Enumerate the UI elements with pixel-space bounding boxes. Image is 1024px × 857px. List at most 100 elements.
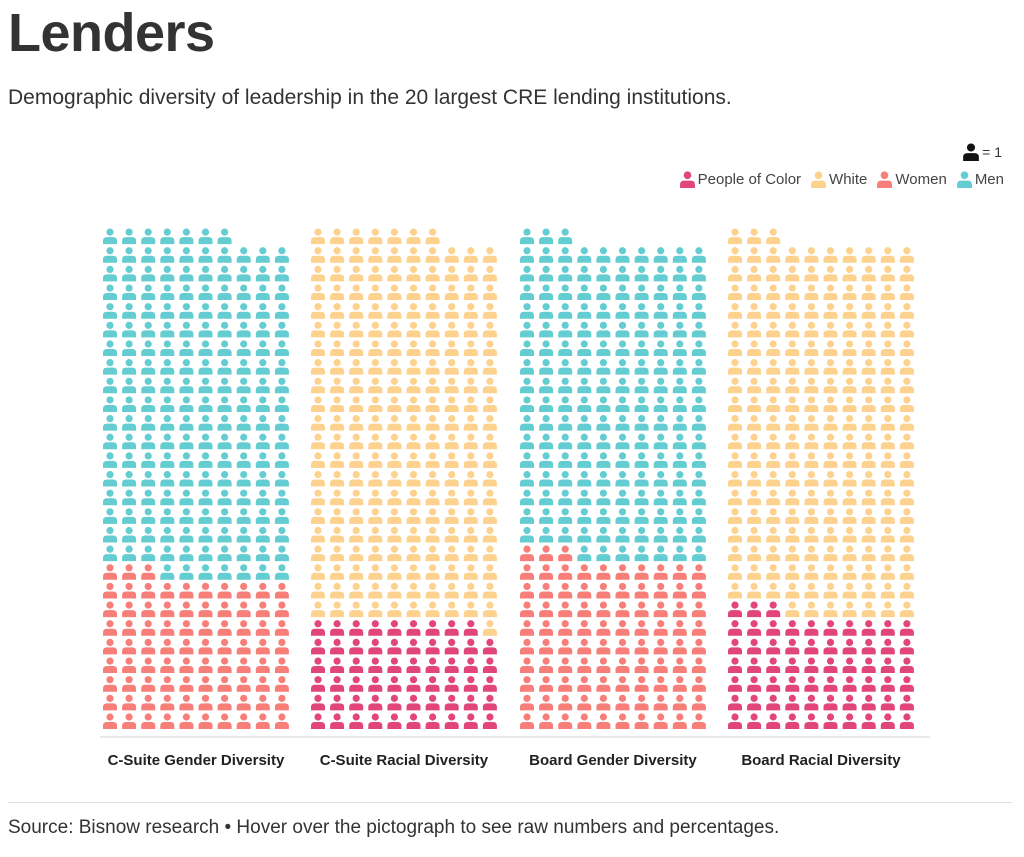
- person-icon-white[interactable]: [842, 284, 857, 301]
- person-icon-white[interactable]: [425, 508, 440, 524]
- person-icon-people-of-color[interactable]: [747, 620, 762, 636]
- pictograph-chart[interactable]: C-Suite Gender Diversity C-Suite Racial D…: [0, 0, 1024, 800]
- person-icon-men[interactable]: [217, 433, 232, 450]
- person-icon-men[interactable]: [255, 470, 270, 487]
- person-icon-white[interactable]: [899, 303, 914, 319]
- person-icon-people-of-color[interactable]: [444, 620, 459, 636]
- person-icon-white[interactable]: [766, 452, 781, 468]
- person-icon-white[interactable]: [330, 228, 345, 245]
- person-icon-white[interactable]: [463, 545, 478, 562]
- person-icon-men[interactable]: [160, 415, 175, 431]
- person-icon-white[interactable]: [823, 564, 838, 580]
- person-icon-white[interactable]: [387, 265, 402, 282]
- person-icon-white[interactable]: [804, 247, 819, 263]
- person-icon-men[interactable]: [255, 247, 270, 263]
- person-icon-men[interactable]: [596, 284, 611, 301]
- person-icon-white[interactable]: [823, 582, 838, 599]
- person-icon-white[interactable]: [368, 396, 383, 412]
- person-icon-men[interactable]: [103, 321, 117, 338]
- person-icon-people-of-color[interactable]: [766, 620, 781, 636]
- person-icon-white[interactable]: [747, 228, 762, 245]
- person-icon-women[interactable]: [653, 582, 668, 599]
- person-icon-men[interactable]: [653, 303, 668, 319]
- person-icon-white[interactable]: [728, 489, 742, 506]
- person-icon-women[interactable]: [577, 657, 592, 674]
- person-icon-white[interactable]: [387, 564, 402, 580]
- person-icon-men[interactable]: [539, 452, 554, 468]
- person-icon-women[interactable]: [217, 676, 232, 692]
- person-icon-white[interactable]: [368, 452, 383, 468]
- person-icon-white[interactable]: [785, 377, 800, 394]
- person-icon-white[interactable]: [785, 359, 800, 375]
- person-icon-white[interactable]: [330, 452, 345, 468]
- person-icon-white[interactable]: [861, 340, 876, 356]
- person-icon-men[interactable]: [217, 284, 232, 301]
- person-icon-white[interactable]: [368, 284, 383, 301]
- person-icon-white[interactable]: [330, 359, 345, 375]
- person-icon-white[interactable]: [482, 545, 497, 562]
- person-icon-men[interactable]: [255, 284, 270, 301]
- person-icon-men[interactable]: [122, 526, 137, 543]
- person-icon-women[interactable]: [558, 601, 573, 618]
- person-icon-white[interactable]: [880, 377, 895, 394]
- person-icon-women[interactable]: [577, 694, 592, 711]
- person-icon-white[interactable]: [330, 526, 345, 543]
- person-icon-men[interactable]: [160, 359, 175, 375]
- person-icon-people-of-color[interactable]: [387, 638, 402, 655]
- person-icon-men[interactable]: [160, 564, 175, 580]
- person-icon-white[interactable]: [482, 415, 497, 431]
- person-icon-white[interactable]: [766, 396, 781, 412]
- person-icon-people-of-color[interactable]: [387, 657, 402, 674]
- person-icon-white[interactable]: [368, 545, 383, 562]
- person-icon-men[interactable]: [217, 265, 232, 282]
- person-icon-white[interactable]: [425, 359, 440, 375]
- person-icon-white[interactable]: [463, 601, 478, 618]
- person-icon-men[interactable]: [141, 284, 156, 301]
- person-icon-men[interactable]: [558, 396, 573, 412]
- person-icon-white[interactable]: [406, 247, 421, 263]
- person-icon-white[interactable]: [747, 340, 762, 356]
- person-icon-men[interactable]: [596, 415, 611, 431]
- person-icon-men[interactable]: [217, 340, 232, 356]
- person-icon-women[interactable]: [274, 638, 289, 655]
- person-icon-men[interactable]: [198, 228, 213, 245]
- person-icon-white[interactable]: [387, 545, 402, 562]
- person-icon-white[interactable]: [387, 396, 402, 412]
- person-icon-women[interactable]: [520, 713, 534, 729]
- person-icon-men[interactable]: [217, 359, 232, 375]
- person-icon-white[interactable]: [482, 620, 497, 636]
- person-icon-white[interactable]: [330, 489, 345, 506]
- person-icon-men[interactable]: [672, 321, 687, 338]
- person-icon-white[interactable]: [880, 396, 895, 412]
- person-icon-people-of-color[interactable]: [785, 676, 800, 692]
- person-icon-women[interactable]: [179, 657, 194, 674]
- person-icon-women[interactable]: [198, 601, 213, 618]
- person-icon-women[interactable]: [615, 564, 630, 580]
- person-icon-men[interactable]: [653, 508, 668, 524]
- person-icon-men[interactable]: [520, 470, 534, 487]
- person-icon-men[interactable]: [672, 396, 687, 412]
- person-icon-women[interactable]: [558, 564, 573, 580]
- person-icon-men[interactable]: [236, 284, 251, 301]
- person-icon-white[interactable]: [368, 303, 383, 319]
- person-icon-white[interactable]: [368, 601, 383, 618]
- person-icon-men[interactable]: [179, 452, 194, 468]
- person-icon-women[interactable]: [615, 620, 630, 636]
- person-icon-men[interactable]: [198, 508, 213, 524]
- person-icon-white[interactable]: [387, 433, 402, 450]
- person-icon-white[interactable]: [861, 526, 876, 543]
- person-icon-men[interactable]: [691, 265, 706, 282]
- person-icon-men[interactable]: [236, 377, 251, 394]
- person-icon-men[interactable]: [103, 303, 117, 319]
- person-icon-white[interactable]: [861, 582, 876, 599]
- person-icon-women[interactable]: [539, 564, 554, 580]
- person-icon-people-of-color[interactable]: [728, 676, 742, 692]
- person-icon-women[interactable]: [520, 657, 534, 674]
- person-icon-men[interactable]: [236, 303, 251, 319]
- person-icon-women[interactable]: [103, 564, 117, 580]
- person-icon-white[interactable]: [311, 377, 325, 394]
- person-icon-men[interactable]: [160, 489, 175, 506]
- person-icon-white[interactable]: [842, 340, 857, 356]
- person-icon-men[interactable]: [179, 415, 194, 431]
- person-icon-women[interactable]: [255, 620, 270, 636]
